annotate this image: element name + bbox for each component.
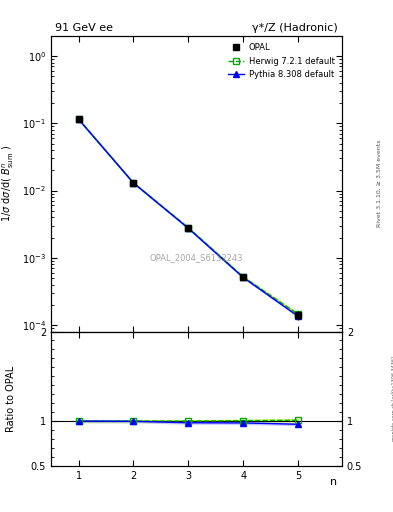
Text: OPAL_2004_S6132243: OPAL_2004_S6132243 [150,253,243,262]
Text: mcplots.cern.ch [arXiv:1306.3436]: mcplots.cern.ch [arXiv:1306.3436] [392,356,393,441]
Text: 91 GeV ee: 91 GeV ee [55,23,113,33]
Y-axis label: 1/$\sigma$ d$\sigma$/d( $B^n_{\rm sum}$ ): 1/$\sigma$ d$\sigma$/d( $B^n_{\rm sum}$ … [1,145,16,222]
X-axis label: n: n [330,477,337,487]
Text: Rivet 3.1.10, ≥ 3.5M events: Rivet 3.1.10, ≥ 3.5M events [377,140,382,227]
Y-axis label: Ratio to OPAL: Ratio to OPAL [6,366,16,432]
Legend: OPAL, Herwig 7.2.1 default, Pythia 8.308 default: OPAL, Herwig 7.2.1 default, Pythia 8.308… [224,40,338,82]
Text: γ*/Z (Hadronic): γ*/Z (Hadronic) [252,23,338,33]
